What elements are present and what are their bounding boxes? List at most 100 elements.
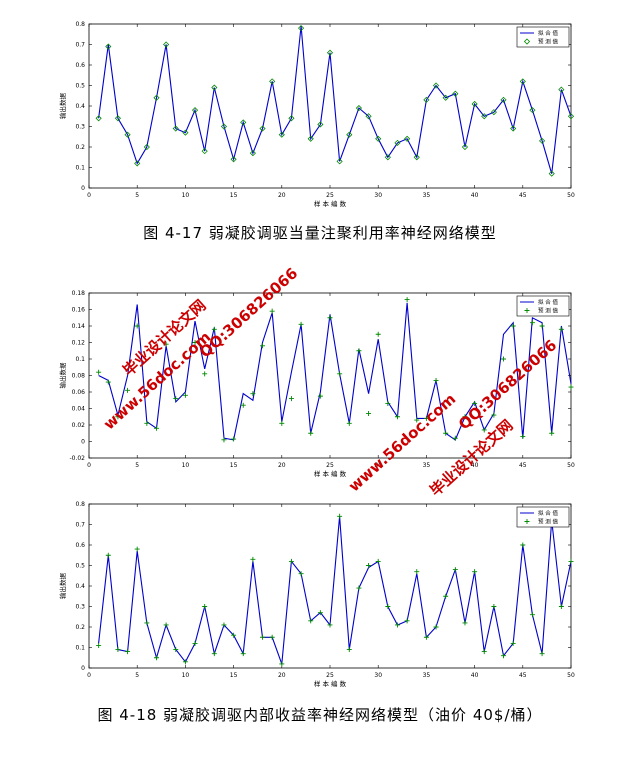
- y-axis-label: 输出数据: [58, 573, 67, 600]
- data-point: [153, 425, 159, 431]
- data-point: [163, 341, 169, 347]
- data-point: [211, 326, 217, 332]
- legend-entry: 预 测 值: [538, 518, 558, 526]
- data-point: [125, 387, 131, 393]
- data-point: [279, 661, 285, 667]
- data-point: [327, 315, 333, 321]
- data-point: [327, 622, 333, 628]
- legend-entry: 拟 合 值: [538, 509, 558, 517]
- data-point: [230, 156, 237, 163]
- data-point: [432, 82, 440, 89]
- data-point: [414, 417, 420, 423]
- data-point: [125, 649, 131, 655]
- data-point: [153, 94, 160, 101]
- data-point: [308, 618, 314, 624]
- data-point: [490, 109, 497, 116]
- x-tick-label: 35: [423, 192, 431, 199]
- data-point: [105, 552, 111, 558]
- x-tick-label: 10: [182, 192, 190, 199]
- legend-box: [516, 26, 570, 48]
- data-point: [423, 634, 429, 640]
- data-point: [96, 642, 102, 648]
- data-point: [414, 569, 420, 575]
- y-tick-label: 0.12: [72, 340, 86, 347]
- legend-box: [516, 295, 570, 317]
- data-point: [288, 115, 295, 122]
- x-tick-label: 0: [87, 462, 91, 469]
- data-point: [558, 326, 564, 332]
- legend-entry: 预 测 值: [538, 38, 558, 46]
- data-point: [192, 340, 198, 345]
- data-point: [568, 384, 574, 390]
- data-point: [163, 622, 169, 628]
- data-point: [384, 154, 391, 161]
- data-point: [443, 430, 449, 436]
- x-tick-label: 20: [278, 192, 286, 199]
- data-point: [134, 323, 140, 329]
- series-line-fit: [98, 25, 572, 174]
- data-point: [549, 430, 555, 436]
- data-point: [278, 131, 285, 138]
- legend-entry: 拟 合 值: [538, 29, 558, 37]
- data-point: [510, 323, 516, 329]
- data-point: [394, 622, 400, 628]
- series-markers-predicted: [95, 25, 575, 177]
- series-line-fit: [98, 516, 572, 665]
- data-point: [144, 420, 150, 426]
- data-point: [96, 369, 102, 375]
- data-point: [539, 651, 545, 657]
- data-point: [202, 371, 208, 377]
- data-point: [337, 513, 343, 519]
- data-point: [201, 148, 208, 155]
- data-point: [385, 401, 391, 407]
- y-tick-label: 0.08: [72, 373, 86, 380]
- data-point: [115, 414, 121, 420]
- y-tick-label: 0.8: [75, 21, 85, 28]
- data-point: [423, 96, 430, 103]
- data-point: [433, 377, 439, 383]
- x-tick-label: 45: [519, 672, 527, 679]
- data-point: [182, 659, 188, 665]
- x-tick-label: 0: [87, 672, 91, 679]
- x-tick-label: 15: [230, 462, 238, 469]
- data-point: [211, 84, 218, 91]
- data-point: [221, 437, 227, 443]
- data-point: [298, 321, 304, 327]
- data-point: [143, 143, 150, 151]
- data-point: [423, 415, 429, 421]
- data-point: [240, 402, 246, 408]
- y-tick-label: 0.3: [75, 124, 85, 131]
- plot-frame: [88, 503, 572, 669]
- y-tick-label: 0.7: [75, 522, 85, 529]
- legend-marker-swatch: [524, 308, 530, 313]
- x-axis-label: 样 本 编 数: [314, 679, 347, 688]
- y-tick-label: -0.02: [69, 455, 85, 462]
- x-tick-label: 15: [230, 192, 238, 199]
- data-point: [153, 655, 159, 661]
- data-point: [250, 391, 256, 397]
- x-tick-label: 45: [519, 192, 527, 199]
- data-point: [462, 414, 468, 420]
- legend-marker-swatch: [523, 38, 531, 45]
- data-point: [105, 379, 111, 385]
- y-tick-label: 0.06: [72, 389, 86, 396]
- data-point: [481, 113, 488, 120]
- data-point: [269, 308, 275, 314]
- data-point: [336, 158, 343, 165]
- y-tick-label: 0: [81, 185, 85, 192]
- data-point: [105, 43, 112, 50]
- data-point: [500, 96, 507, 103]
- x-tick-label: 50: [567, 462, 575, 469]
- x-tick-label: 5: [135, 672, 139, 679]
- data-point: [519, 78, 526, 85]
- chart-3: 0 5 10 15 20 25 30 35 40 45 50 0 0.1 0.2 0.3 0.4 0.5 0.6 0…: [58, 501, 575, 688]
- x-tick-label: 5: [135, 192, 139, 199]
- data-point: [472, 401, 478, 407]
- data-point: [501, 653, 507, 659]
- x-tick-label: 35: [423, 672, 431, 679]
- data-point: [529, 320, 535, 326]
- data-point: [365, 113, 372, 120]
- data-point: [356, 348, 362, 354]
- data-point: [202, 604, 208, 609]
